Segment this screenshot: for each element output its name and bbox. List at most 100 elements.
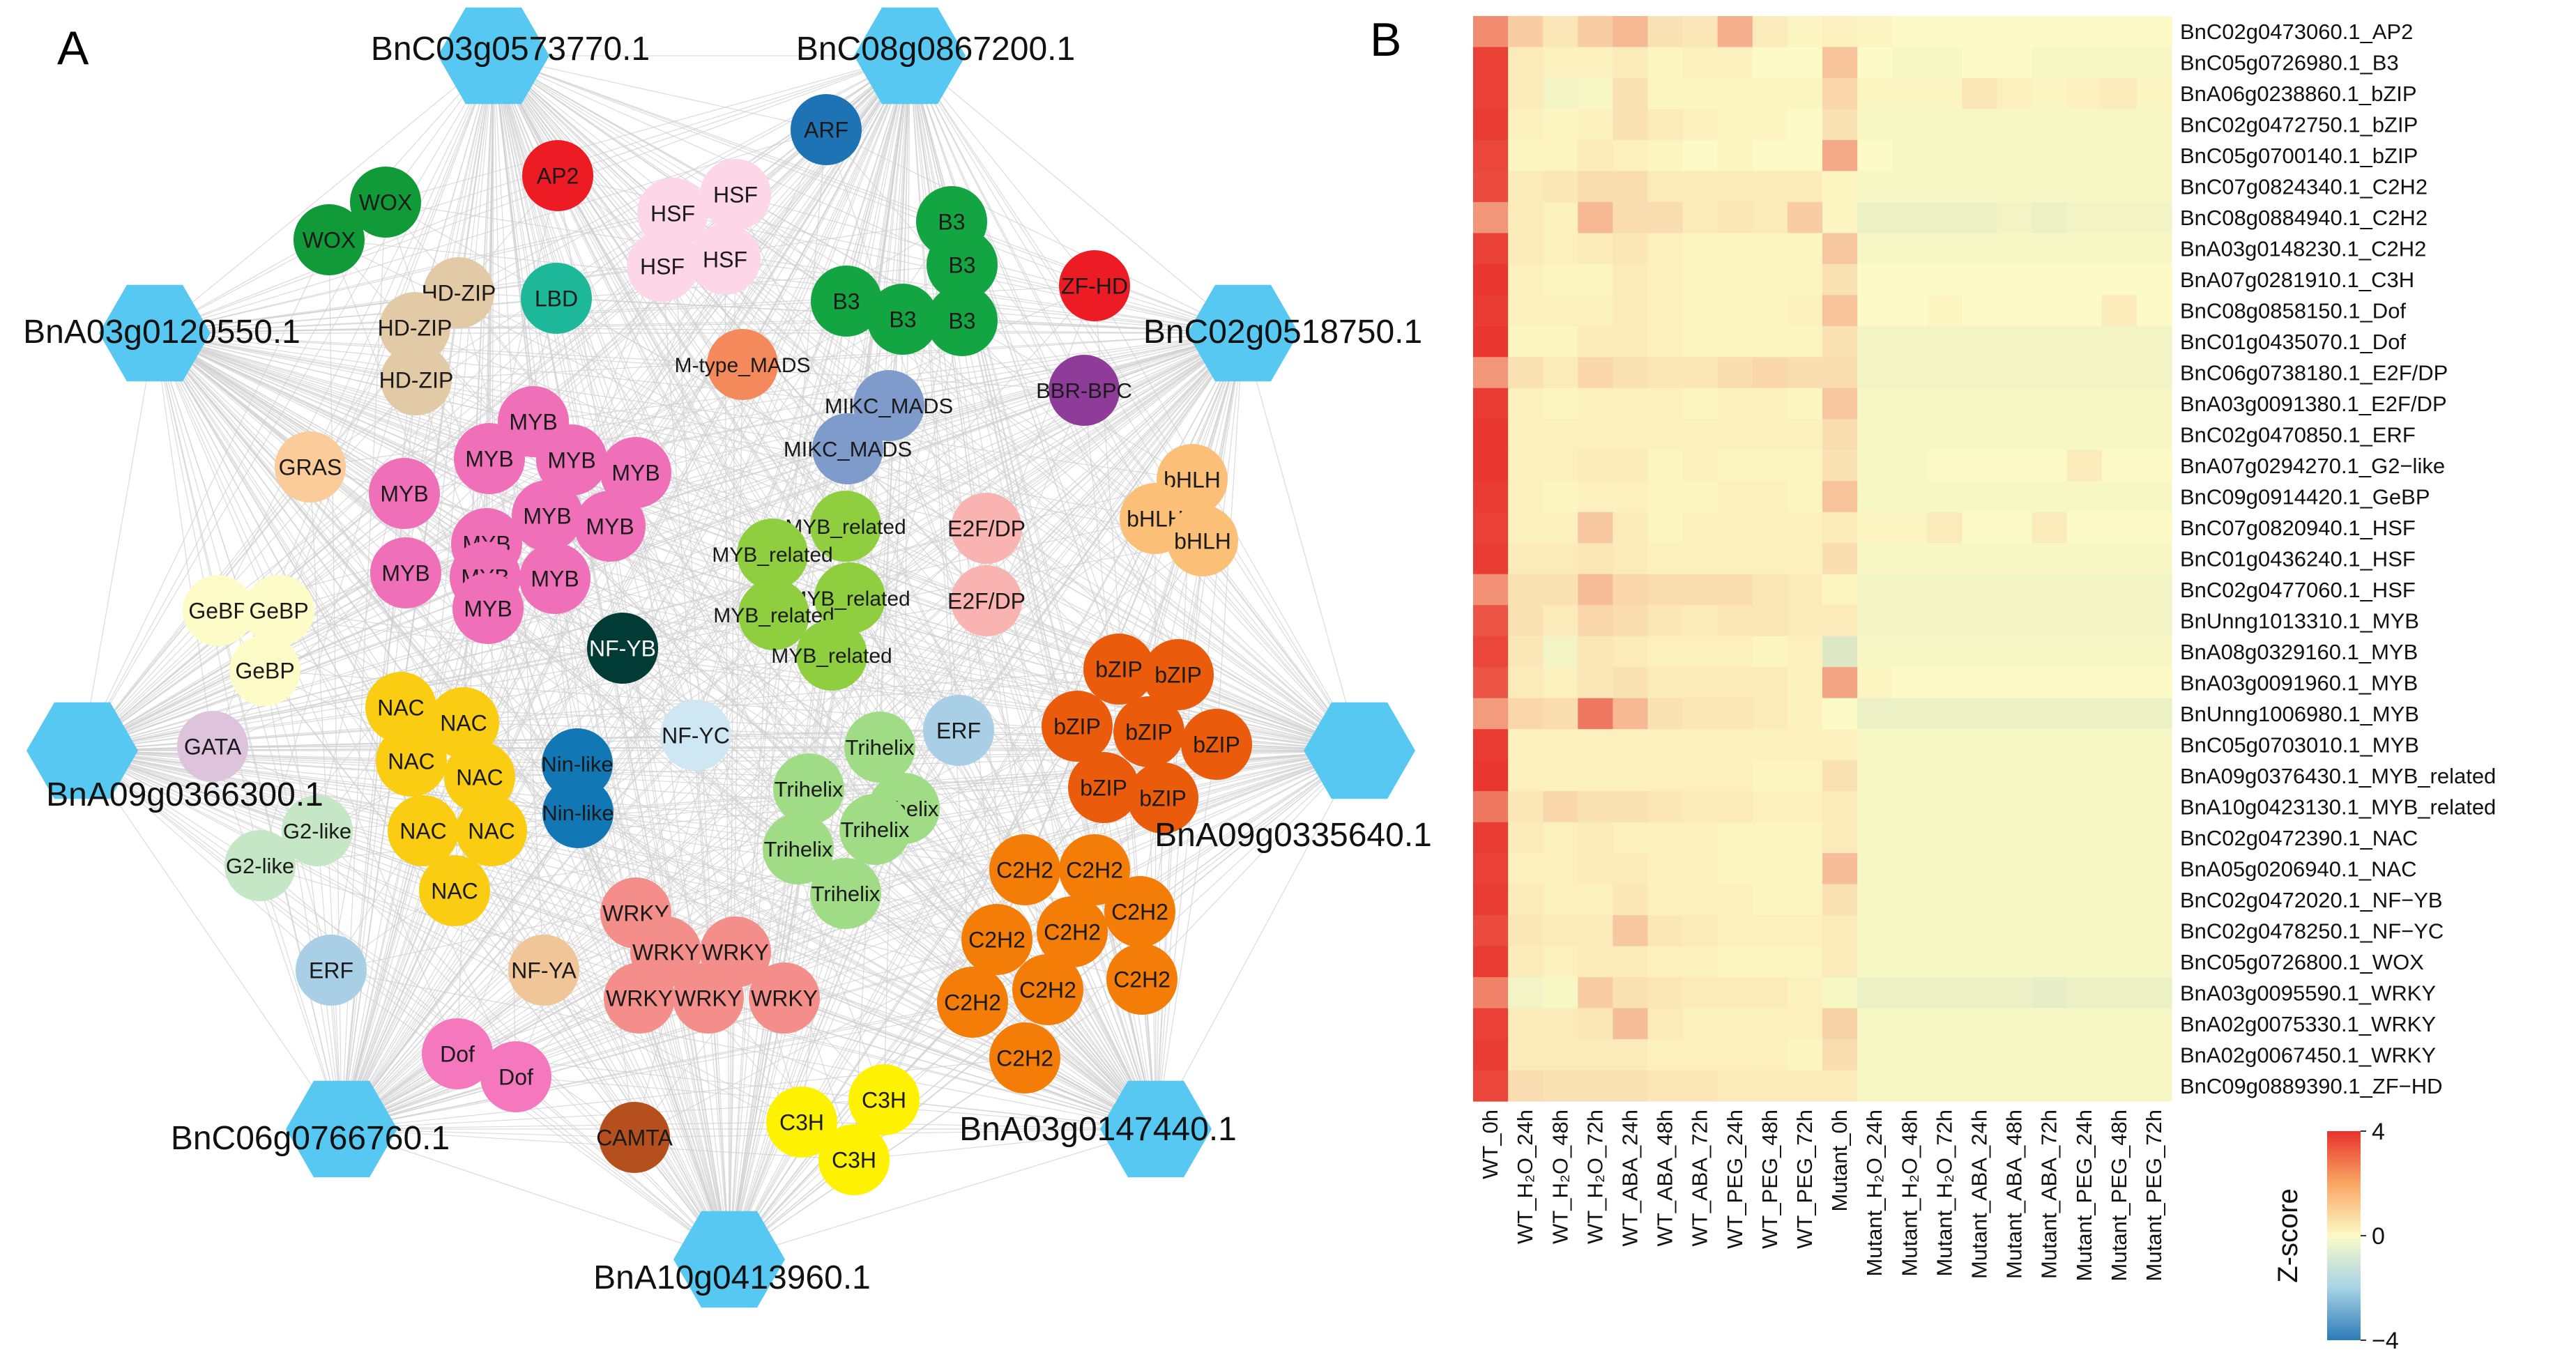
network-edge <box>1242 332 1360 751</box>
heatmap-cell <box>1997 512 2033 544</box>
heatmap-cell <box>1613 946 1649 978</box>
heatmap-cell <box>1508 139 1544 172</box>
heatmap-cell <box>1682 139 1718 172</box>
heatmap-cell <box>1613 667 1649 699</box>
network-edge <box>1155 750 1360 1130</box>
heatmap-cell <box>1717 325 1753 358</box>
network-node: E2F/DP <box>947 565 1026 636</box>
heatmap-cell <box>2136 109 2172 141</box>
heatmap-cell <box>1543 325 1578 358</box>
heatmap-cell <box>1892 915 1928 947</box>
heatmap-cell <box>1927 822 1963 854</box>
node-label: MYB <box>464 597 512 622</box>
heatmap-cell <box>1473 698 1509 730</box>
hub-hexagon <box>1304 702 1415 799</box>
heatmap-cell <box>1717 450 1753 482</box>
heatmap-cell <box>2136 357 2172 389</box>
heatmap-cell <box>1787 139 1823 172</box>
column-label: WT_PEG_72h <box>1792 1110 1817 1249</box>
node-circle <box>454 423 525 494</box>
network-node: bZIP <box>1068 752 1139 823</box>
node-label: B3 <box>832 289 860 314</box>
heatmap-cell <box>1717 47 1753 79</box>
heatmap-cell <box>1717 1070 1753 1102</box>
network-node: WOX <box>350 167 421 238</box>
row-label: BnA03g0148230.1_C2H2 <box>2180 237 2426 261</box>
heatmap-cell <box>1752 605 1788 637</box>
column-label: Mutant_ABA_48h <box>2002 1110 2027 1279</box>
node-circle <box>951 565 1022 636</box>
heatmap-cell <box>1508 791 1544 823</box>
network-edge <box>82 332 155 751</box>
heatmap-cell <box>1717 109 1753 141</box>
network-edge <box>278 610 342 1130</box>
heatmap-cell <box>1682 884 1718 916</box>
heatmap-cell <box>1682 171 1718 203</box>
network-node: C2H2 <box>989 834 1060 905</box>
heatmap-cell <box>1752 729 1788 761</box>
network-edge <box>264 55 494 671</box>
heatmap-cell <box>1473 233 1509 265</box>
heatmap-cell <box>1892 233 1928 265</box>
network-edge <box>82 327 416 751</box>
heatmap-cell <box>1682 1008 1718 1040</box>
heatmap-cell <box>2032 915 2068 947</box>
network-node: MYB <box>512 480 583 551</box>
network-node: C2H2 <box>989 1022 1060 1093</box>
network-node: B3 <box>927 229 998 300</box>
heatmap-cell <box>1752 543 1788 575</box>
heatmap-cell <box>1857 387 1893 420</box>
node-label: MYB <box>523 504 571 529</box>
node-circle <box>1059 250 1130 321</box>
network-edge <box>341 332 1244 1130</box>
node-circle <box>177 711 248 782</box>
network-edge <box>154 129 827 334</box>
node-circle <box>370 537 441 608</box>
row-label: BnA02g0067450.1_WRKY <box>2180 1043 2436 1067</box>
hub-gene: BnC06g0766760.1 <box>171 1080 450 1178</box>
heatmap-cell <box>1787 295 1823 327</box>
heatmap-cell <box>1997 295 2033 327</box>
heatmap-cell <box>2066 47 2103 79</box>
heatmap-cell <box>1682 481 1718 513</box>
node-circle <box>369 458 440 529</box>
network-edge <box>909 55 1360 751</box>
network-node: Trihelix <box>810 858 881 929</box>
node-circle <box>1181 709 1252 780</box>
node-circle <box>599 1102 670 1173</box>
heatmap-cell <box>1997 201 2033 233</box>
heatmap-cell <box>1647 543 1684 575</box>
heatmap-cell <box>1682 357 1718 389</box>
hub-gene: BnA09g0366300.1 <box>26 702 323 813</box>
heatmap-cell <box>1892 946 1928 978</box>
heatmap-cell <box>1787 915 1823 947</box>
panel-a-label: A <box>57 22 89 75</box>
heatmap-cell <box>1962 47 1998 79</box>
node-circle <box>627 231 698 302</box>
node-label: GeBP <box>249 599 308 624</box>
heatmap-cell <box>1578 481 1613 513</box>
heatmap-cell <box>1543 481 1578 513</box>
heatmap-cell <box>1578 698 1613 730</box>
heatmap-cell <box>2136 77 2172 110</box>
node-label: MYB_related <box>789 588 910 611</box>
heatmap-cell <box>2136 263 2172 296</box>
network-node: B3 <box>811 266 882 337</box>
network-node: Trihelix <box>773 753 844 824</box>
row-label: BnA07g0294270.1_G2−like <box>2180 454 2445 478</box>
heatmap-cell <box>1787 636 1823 668</box>
heatmap-cell <box>2101 201 2137 233</box>
node-label: G2-like <box>226 854 294 878</box>
network-edge <box>874 55 910 830</box>
heatmap-cell <box>1508 667 1544 699</box>
heatmap-cell <box>1857 77 1893 110</box>
network-node: MYB <box>454 423 525 494</box>
network-node: HD-ZIP <box>379 344 453 415</box>
network-node: MYB_related <box>713 579 834 650</box>
heatmap-cell <box>2101 47 2137 79</box>
hub-label: BnA09g0335640.1 <box>1154 817 1432 854</box>
heatmap-cell <box>1473 915 1509 947</box>
row-label: BnC06g0738180.1_E2F/DP <box>2180 361 2448 385</box>
heatmap-cell <box>1508 171 1544 203</box>
